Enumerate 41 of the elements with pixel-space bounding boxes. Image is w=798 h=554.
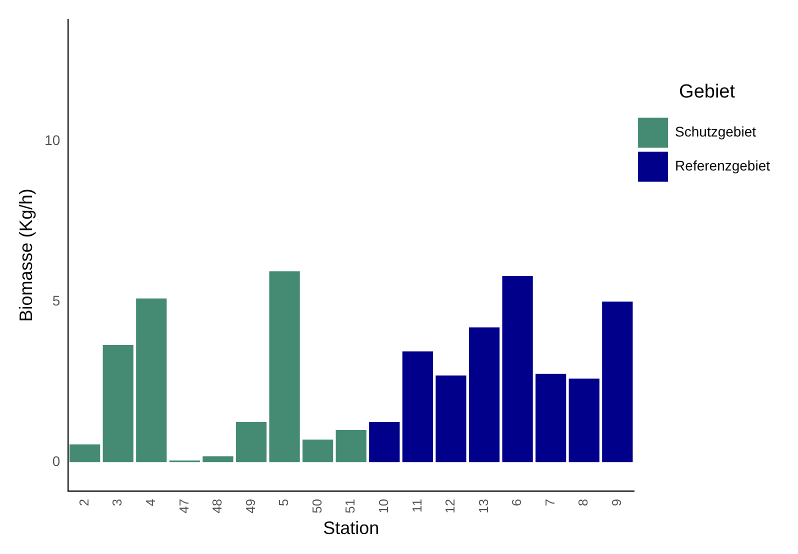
legend-label: Schutzgebiet — [675, 124, 756, 140]
bar — [568, 378, 600, 462]
y-tick-label: 5 — [52, 292, 60, 309]
x-tick-label: 13 — [476, 498, 491, 514]
x-tick-label: 2 — [76, 498, 92, 506]
x-tick-label: 10 — [376, 498, 391, 514]
x-tick-label: 9 — [608, 498, 624, 506]
x-tick-label: 48 — [210, 498, 225, 514]
bar — [102, 344, 134, 462]
bar — [602, 302, 633, 462]
y-tick-label: 0 — [52, 452, 60, 469]
bar — [436, 375, 466, 462]
y-axis-title: Biomasse (Kg/h) — [16, 188, 36, 322]
x-tick-label: 8 — [576, 498, 591, 506]
x-tick-label: 3 — [110, 498, 125, 506]
bar — [202, 456, 234, 462]
x-tick-label: 47 — [176, 498, 192, 514]
legend-title: Gebiet — [679, 82, 736, 103]
x-tick-label: 51 — [342, 498, 358, 514]
bar — [136, 298, 167, 462]
x-axis-title: Station — [323, 518, 380, 538]
x-tick-label: 50 — [309, 498, 324, 514]
x-tick-label: 5 — [276, 498, 292, 506]
x-tick-label: 11 — [409, 498, 424, 512]
x-tick-label: 7 — [542, 498, 558, 506]
bar — [269, 271, 300, 462]
bar — [70, 444, 100, 462]
x-tick-label: 6 — [509, 498, 524, 506]
bar — [236, 422, 267, 462]
x-tick-label: 4 — [142, 498, 158, 506]
bar — [336, 430, 366, 462]
bar — [369, 422, 400, 462]
legend-label: Referenzgebiet — [675, 158, 770, 174]
x-tick-label: 49 — [242, 498, 258, 514]
y-tick-label: 10 — [44, 132, 60, 148]
bar — [468, 327, 500, 462]
bar — [302, 440, 334, 462]
x-tick-label: 12 — [442, 498, 458, 514]
bar — [502, 276, 533, 462]
bar — [536, 374, 566, 462]
bar — [402, 351, 433, 462]
